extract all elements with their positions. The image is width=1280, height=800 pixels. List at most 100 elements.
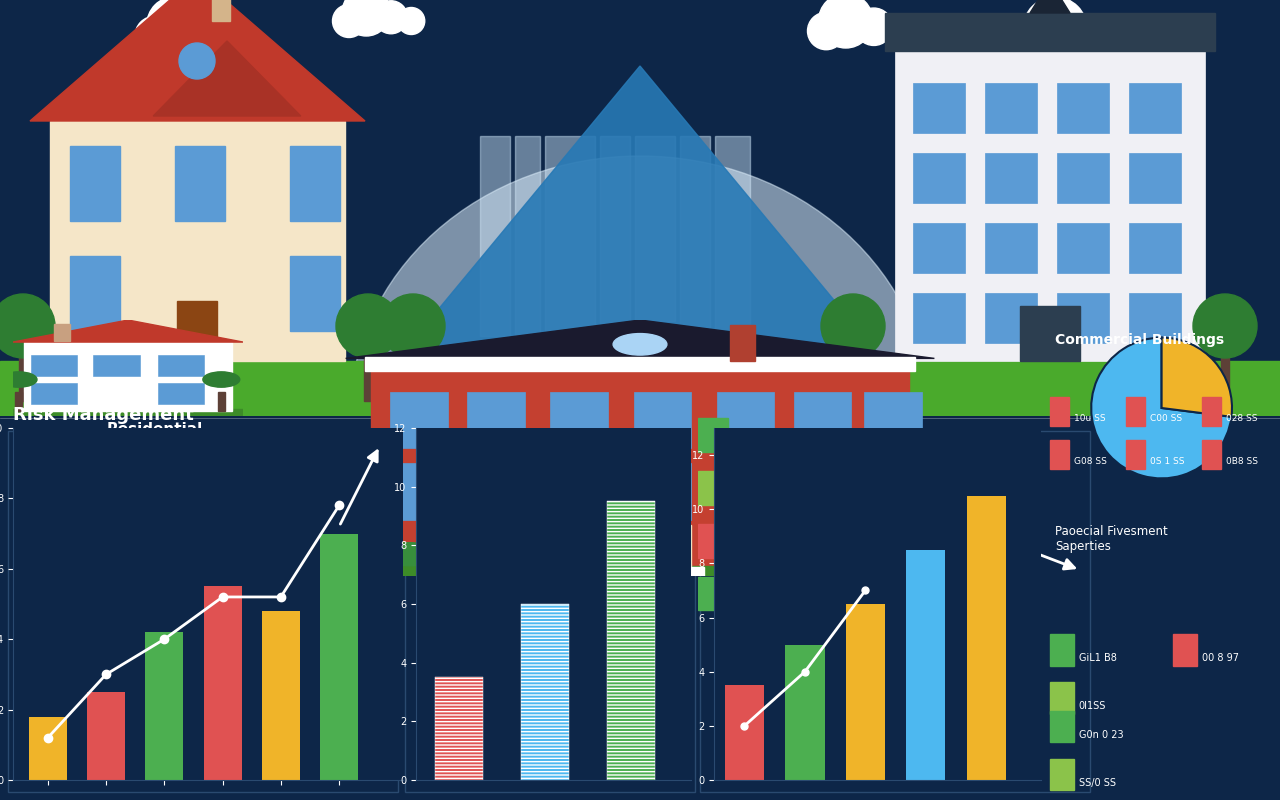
Bar — [1020, 306, 1080, 361]
Bar — [70, 146, 120, 221]
Bar — [1057, 293, 1108, 343]
Bar — [589, 525, 691, 576]
Circle shape — [906, 486, 996, 522]
Bar — [1051, 397, 1069, 426]
Wedge shape — [1092, 338, 1231, 478]
Bar — [545, 136, 595, 376]
Text: 99 0 D/ES: 99 0 D/ES — [735, 545, 785, 555]
Bar — [1051, 440, 1069, 469]
Circle shape — [214, 20, 246, 52]
Bar — [390, 463, 448, 520]
Bar — [29, 717, 67, 780]
Bar — [1202, 397, 1221, 426]
Bar — [698, 524, 727, 558]
Polygon shape — [1030, 0, 1070, 13]
Text: 028 SS: 028 SS — [1225, 414, 1257, 422]
Text: C00 SS: C00 SS — [1149, 414, 1181, 422]
Bar — [1129, 153, 1181, 203]
Bar — [849, 346, 858, 401]
Bar — [550, 463, 608, 520]
Bar — [634, 392, 691, 448]
Bar — [634, 463, 691, 520]
Bar — [635, 136, 675, 321]
Bar — [1057, 223, 1108, 273]
Circle shape — [186, 12, 225, 51]
Bar — [717, 463, 774, 520]
Bar — [698, 577, 727, 610]
Bar — [467, 463, 525, 520]
Bar — [371, 358, 909, 576]
Bar — [54, 324, 70, 341]
Bar — [1221, 346, 1229, 401]
Circle shape — [887, 542, 945, 566]
Bar — [320, 566, 960, 576]
Polygon shape — [154, 41, 301, 116]
Circle shape — [134, 16, 174, 56]
Polygon shape — [29, 0, 365, 121]
Bar — [1129, 293, 1181, 343]
Circle shape — [398, 7, 425, 34]
Text: 0k 79: 0k 79 — [735, 598, 763, 608]
Circle shape — [179, 43, 215, 79]
Bar — [700, 431, 1091, 792]
Circle shape — [1066, 14, 1110, 58]
Bar — [986, 153, 1037, 203]
Text: 10u SS: 10u SS — [1074, 414, 1106, 422]
Circle shape — [855, 8, 892, 46]
Text: G08 SS: G08 SS — [1074, 457, 1107, 466]
Circle shape — [381, 294, 445, 358]
Bar — [1202, 440, 1221, 469]
Circle shape — [829, 542, 887, 566]
Bar — [24, 342, 232, 411]
Bar — [1051, 711, 1074, 742]
Bar — [550, 392, 608, 448]
Bar — [146, 632, 183, 780]
Bar — [1129, 83, 1181, 133]
Bar — [600, 136, 630, 346]
Circle shape — [335, 294, 399, 358]
Circle shape — [381, 542, 438, 566]
Bar — [895, 51, 1204, 361]
Bar — [291, 256, 340, 331]
Bar — [521, 604, 568, 780]
Polygon shape — [349, 66, 931, 416]
Bar — [913, 83, 965, 133]
Bar — [404, 431, 695, 792]
Circle shape — [1023, 0, 1087, 61]
Bar — [730, 325, 755, 361]
Bar — [1126, 397, 1146, 426]
Bar — [177, 301, 218, 361]
Bar — [785, 645, 824, 780]
Bar — [31, 383, 77, 405]
Bar — [1174, 634, 1197, 666]
Bar — [794, 392, 851, 448]
Text: Commercial Buildings: Commercial Buildings — [1055, 333, 1224, 347]
Bar — [724, 686, 764, 780]
Circle shape — [0, 294, 55, 358]
Bar — [390, 392, 448, 448]
Bar — [1057, 83, 1108, 133]
Text: GiL1 B8: GiL1 B8 — [1079, 653, 1116, 662]
Bar — [698, 471, 727, 505]
Bar — [0, 361, 1280, 416]
Bar — [794, 463, 851, 520]
Text: Residential
Homet cimes: Residential Homet cimes — [100, 422, 211, 454]
Circle shape — [818, 0, 873, 48]
Circle shape — [1010, 19, 1053, 63]
Text: SS/0 SS: SS/0 SS — [1079, 778, 1116, 787]
Bar — [913, 293, 965, 343]
Circle shape — [808, 12, 845, 50]
Bar — [87, 692, 125, 780]
Bar — [157, 354, 204, 376]
Text: C6l5E: C6l5E — [735, 492, 764, 502]
Bar — [467, 392, 525, 448]
Text: 00 8 97: 00 8 97 — [1202, 653, 1239, 662]
Bar — [323, 525, 335, 571]
Bar — [365, 357, 915, 371]
Text: Paoecial Fivesment
Saperties: Paoecial Fivesment Saperties — [1055, 526, 1167, 554]
Text: G0n 0 23: G0n 0 23 — [1079, 730, 1124, 739]
Bar — [986, 83, 1037, 133]
Text: 0S 1 SS: 0S 1 SS — [1149, 457, 1184, 466]
Bar — [1126, 440, 1146, 469]
Circle shape — [342, 0, 390, 36]
